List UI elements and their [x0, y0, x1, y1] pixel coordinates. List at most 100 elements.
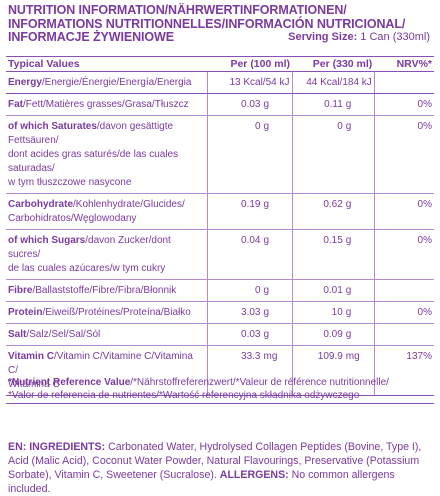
per-330ml-cell: 0.15 g — [292, 229, 375, 280]
nutrient-translations: /Energie/Énergie/Energía/Energia — [41, 77, 192, 88]
nutrient-translations: /davon gesättigte Fettsäuren/ — [8, 121, 174, 146]
nutrient-label: Energy/Energie/Énergie/Energía/Energia — [6, 71, 209, 94]
serving-size-value: 1 Can (330ml) — [360, 31, 430, 43]
nrv-cell: 137% — [374, 345, 434, 396]
nutrient-translations: /Eiweiß/Protéines/Proteína/Białko — [42, 307, 191, 318]
title-line-3: INFORMACJE ŻYWIENIOWE — [8, 30, 174, 44]
nutrient-name: Fat — [8, 99, 23, 110]
per-330ml-cell: 10 g — [292, 301, 375, 324]
title-line-1: NUTRITION INFORMATION/NÄHRWERTINFORMATIO… — [8, 3, 347, 17]
per-100ml-cell-unit: g — [263, 99, 270, 110]
table-row: Salt/Salz/Sel/Sal/Sól 0.03 g 0.09 g — [6, 323, 434, 346]
nrv-cell: 0% — [374, 193, 434, 230]
nutrient-label: Salt/Salz/Sel/Sal/Sól — [6, 323, 209, 346]
table-row: Vitamin C/Vitamin C/Vitamine C/Vitamina … — [6, 345, 434, 396]
per-330ml-cell-value: 44 Kcal/184 kJ — [306, 77, 372, 88]
nutrient-label: Protein/Eiweiß/Protéines/Proteína/Białko — [6, 301, 209, 324]
nutrient-translations-2: de las cuales azúcares/w tym cukry — [8, 263, 166, 274]
per-100ml-cell: 0.03 g — [207, 93, 293, 116]
nutrient-name: Fibre — [8, 285, 33, 296]
nrv-cell: 0% — [374, 93, 434, 116]
nutrition-table: Typical Values Per (100 ml) Per (330 ml)… — [6, 56, 434, 396]
per-100ml-cell-value: 0.04 — [241, 235, 261, 246]
per-330ml-cell-value: 0.11 — [324, 99, 343, 110]
nrv-value: 0% — [417, 199, 432, 210]
ingredients-text: Carbonated Water, Hydrolysed Collagen Pe… — [8, 441, 422, 481]
per-330ml-cell-unit: g — [345, 285, 352, 296]
table-row: Fat/Fett/Matières grasses/Grasa/Tłuszcz 0… — [6, 93, 434, 116]
per-330ml-cell-value: 10 — [331, 307, 343, 318]
nrv-cell: 0% — [374, 301, 434, 324]
per-100ml-cell: 13 Kcal/54 kJ — [207, 71, 293, 94]
nrv-footnote-bold: *Nutrient Reference Value — [8, 377, 131, 388]
nutrient-translations: /Kohlenhydrate/Glucides/ — [73, 199, 185, 210]
table-row: of which Sugars/davon Zucker/dont sucres… — [6, 229, 434, 280]
per-100ml-cell-value: 0.03 — [241, 99, 261, 110]
per-100ml-cell-unit: g — [263, 121, 270, 132]
nrv-footnote-rest: /*Nährstoffreferenzwert/*Valeur de référ… — [130, 377, 389, 388]
per-100ml-cell-value: 33.3 — [241, 351, 261, 362]
per-330ml-cell-unit: g — [345, 99, 352, 110]
nutrient-label: Fat/Fett/Matières grasses/Grasa/Tłuszcz — [6, 93, 209, 116]
nrv-cell: 0% — [374, 229, 434, 280]
per-330ml-cell: 44 Kcal/184 kJ — [292, 71, 375, 94]
per-330ml-cell: 109.9 mg — [292, 345, 375, 396]
allergens-label: ALLERGENS: — [219, 469, 289, 481]
ingredients-label: EN: INGREDIENTS: — [8, 441, 106, 453]
per-100ml-cell-value: 3.03 — [241, 307, 261, 318]
nutrient-name: Protein — [8, 307, 43, 318]
nutrient-translations: /Ballaststoffe/Fibre/Fibra/Błonnik — [32, 285, 177, 296]
nrv-value: 0% — [417, 235, 432, 246]
nutrient-label: Fibre/Ballaststoffe/Fibre/Fibra/Błonnik — [6, 279, 209, 302]
table-row: Protein/Eiweiß/Protéines/Proteína/Białko… — [6, 301, 434, 324]
ingredients: EN: INGREDIENTS: Carbonated Water, Hydro… — [8, 440, 434, 496]
per-100ml-cell: 3.03 g — [207, 301, 293, 324]
nutrient-name: Vitamin C — [8, 351, 54, 362]
header-nrv: NRV%* — [374, 56, 434, 72]
nrv-footnote-line-2: *Valor de referencia de nutrientes/*Wart… — [8, 390, 360, 401]
per-100ml-cell-value: 0 — [254, 285, 261, 296]
per-330ml-cell-value: 0.01 — [323, 285, 343, 296]
nutrient-label: of which Sugars/davon Zucker/dont sucres… — [6, 229, 209, 280]
nrv-value: 137% — [406, 351, 432, 362]
per-330ml-cell-value: 0.62 — [323, 199, 343, 210]
per-100ml-cell: 0.19 g — [207, 193, 293, 230]
per-100ml-cell-unit: g — [263, 307, 270, 318]
per-100ml-cell-value: 0 — [254, 121, 261, 132]
per-330ml-cell-value: 0.15 — [323, 235, 343, 246]
serving-size-label: Serving Size: — [288, 31, 358, 43]
nutrient-name: of which Sugars — [8, 235, 86, 246]
nutrient-translations: /davon Zucker/dont sucres/ — [8, 235, 171, 260]
title-line-2: INFORMATIONS NUTRITIONNELLES/INFORMACIÓN… — [8, 16, 406, 31]
per-330ml-cell-unit: g — [345, 121, 352, 132]
allergens-text: No common allergens included. — [8, 469, 395, 495]
table-row: Carbohydrate/Kohlenhydrate/Glucides/Carb… — [6, 193, 434, 230]
nutrient-translations-3: w tym tłuszczowe nasycone — [8, 177, 132, 188]
per-100ml-cell-value: 13 Kcal/54 kJ — [229, 77, 290, 88]
nutrient-translations: /Salz/Sel/Sal/Sól — [26, 329, 101, 340]
nutrient-label: of which Saturates/davon gesättigte Fett… — [6, 115, 209, 194]
per-330ml-cell-value: 0 — [337, 121, 343, 132]
nrv-cell: 0% — [374, 115, 434, 194]
nutrient-name: Carbohydrate — [8, 199, 74, 210]
nutrient-translations-2: Witamina C — [8, 379, 60, 390]
per-330ml-cell: 0.11 g — [292, 93, 375, 116]
serving-size: Serving Size: 1 Can (330ml) — [288, 31, 430, 43]
per-330ml-cell: 0.01 g — [292, 279, 375, 302]
table-row: Fibre/Ballaststoffe/Fibre/Fibra/Błonnik 0… — [6, 279, 434, 302]
nutrient-name: Energy — [8, 77, 42, 88]
nrv-footnote: *Nutrient Reference Value/*Nährstoffrefe… — [8, 376, 428, 402]
per-100ml-cell-unit: g — [263, 235, 270, 246]
per-330ml-cell-unit: g — [345, 329, 352, 340]
nutrient-name: Salt — [8, 329, 27, 340]
nutrient-translations: /Vitamin C/Vitamine C/Vitamina C/ — [8, 351, 193, 376]
per-100ml-cell-unit: g — [263, 199, 270, 210]
nrv-cell — [374, 279, 434, 302]
table-body: Energy/Energie/Énergie/Energía/Energia 13… — [6, 71, 434, 396]
nutrient-translations-2: Carbohidratos/Węglowodany — [8, 213, 137, 224]
per-330ml-cell-value: 109.9 — [317, 351, 343, 362]
per-330ml-cell-unit: g — [345, 307, 352, 318]
